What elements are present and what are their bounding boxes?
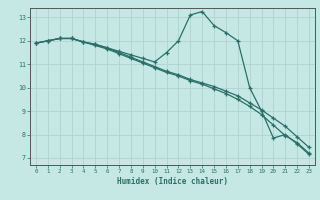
X-axis label: Humidex (Indice chaleur): Humidex (Indice chaleur) [117, 177, 228, 186]
